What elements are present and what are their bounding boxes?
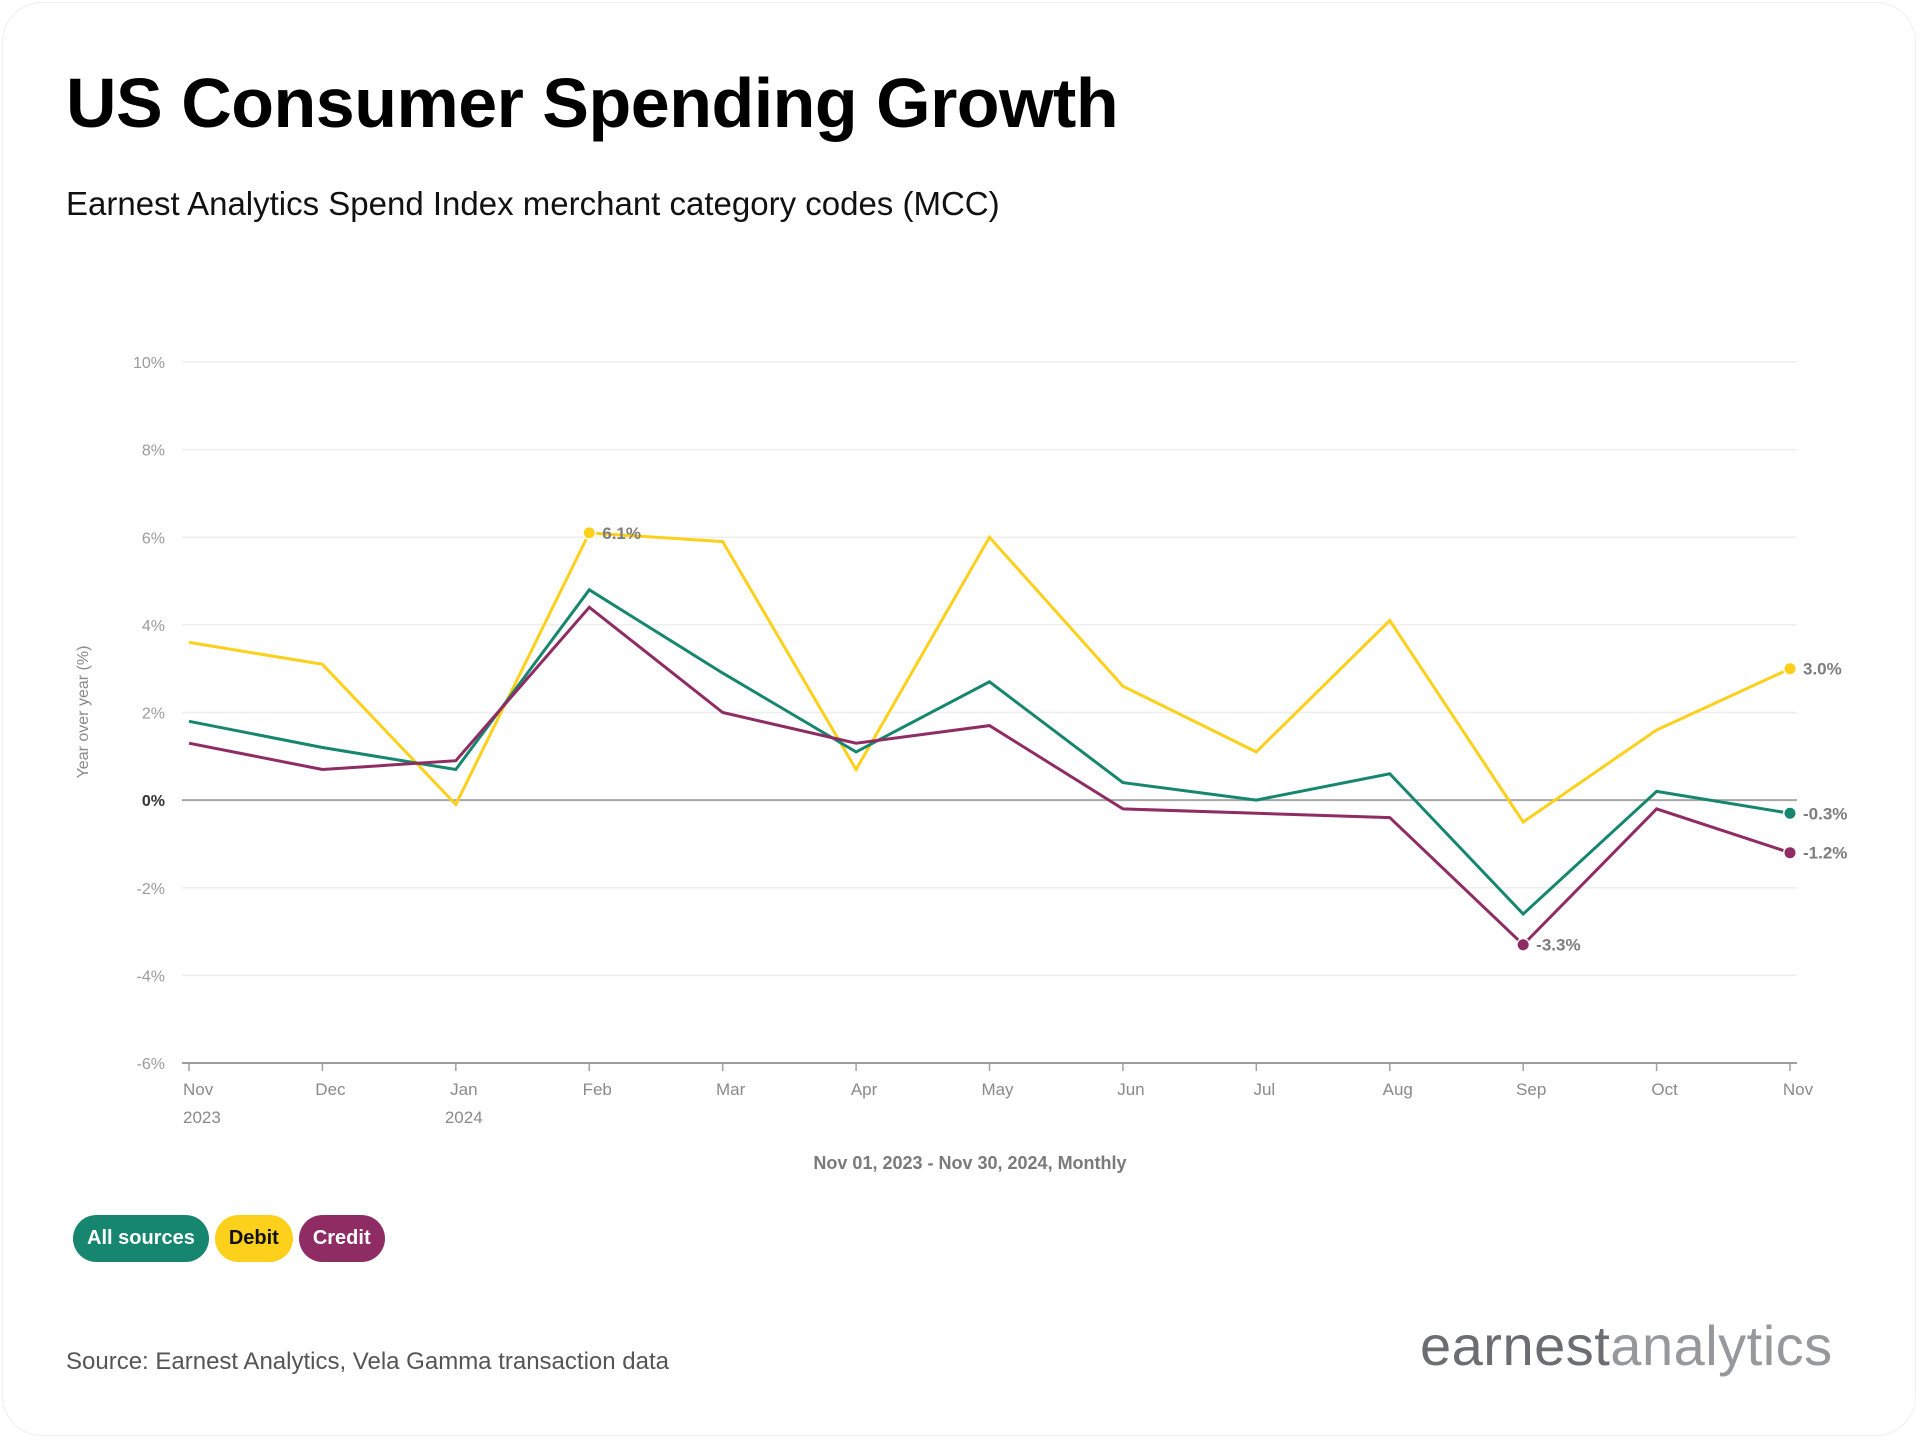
line-chart: 10% 8% 6% 4% 2% 0% -2% -4% -6% Nov 2023 Dec Jan 2024…	[75, 355, 1847, 1173]
legend-label: Debit	[228, 1227, 279, 1249]
y-tick-label: -6%	[137, 1056, 165, 1073]
annotation-label: 6.1%	[602, 524, 641, 543]
brand-logo: earnestanalytics	[1420, 1318, 1833, 1374]
x-tick-label: Aug	[1383, 1080, 1413, 1099]
x-tick-label: Nov	[1783, 1080, 1814, 1099]
x-tick-sublabel: 2024	[445, 1108, 483, 1127]
y-axis-ticks: 10% 8% 6% 4% 2% 0% -2% -4% -6%	[133, 355, 165, 1073]
x-tick-label: Feb	[583, 1080, 612, 1099]
y-tick-label: 4%	[142, 618, 165, 635]
x-tick-label: Sep	[1516, 1080, 1546, 1099]
annotation-dot	[1784, 807, 1796, 819]
y-tick-label: 0%	[142, 793, 165, 810]
x-axis-caption: Nov 01, 2023 - Nov 30, 2024, Monthly	[813, 1153, 1126, 1173]
series-line-all-sources	[188, 587, 1791, 917]
annotation-dot	[1784, 847, 1796, 859]
annotation-label: -3.3%	[1536, 936, 1580, 955]
y-tick-label: -2%	[137, 881, 165, 898]
annotation-label: -0.3%	[1803, 804, 1847, 823]
x-tick-label: Apr	[851, 1080, 878, 1099]
x-tick-label: Jul	[1253, 1080, 1275, 1099]
y-tick-label: 6%	[142, 530, 165, 547]
annotations: 6.1% -3.3% 3.0% -0.3% -1.2%	[582, 524, 1847, 955]
x-axis: Nov 2023 Dec Jan 2024 Feb Mar Apr May Jun Jul Aug Se…	[182, 1062, 1814, 1127]
x-tick-label: Jun	[1117, 1080, 1144, 1099]
annotation-dot	[583, 527, 595, 539]
y-tick-label: -4%	[137, 968, 165, 985]
annotation-label: -1.2%	[1803, 844, 1847, 863]
annotation-label: 3.0%	[1803, 660, 1842, 679]
y-tick-label: 2%	[142, 706, 165, 723]
x-tick-label: Nov	[183, 1080, 214, 1099]
x-tick-label: May	[981, 1080, 1014, 1099]
annotation-dot	[1784, 663, 1796, 675]
page-subtitle: Earnest Analytics Spend Index merchant c…	[66, 185, 1000, 222]
page-title: US Consumer Spending Growth	[66, 64, 1119, 142]
x-tick-label: Jan	[450, 1080, 477, 1099]
source-note: Source: Earnest Analytics, Vela Gamma tr…	[66, 1348, 669, 1375]
legend-label: Credit	[312, 1227, 371, 1249]
legend-label: All sources	[87, 1227, 195, 1249]
series-lines	[188, 531, 1791, 947]
x-tick-label: Oct	[1651, 1080, 1678, 1099]
y-axis-title: Year over year (%)	[75, 646, 92, 779]
legend: All sources Debit Credit	[73, 1215, 385, 1262]
x-tick-label: Dec	[315, 1080, 346, 1099]
y-tick-label: 10%	[133, 355, 165, 372]
logo-word-analytics: analytics	[1610, 1314, 1833, 1377]
y-tick-label: 8%	[142, 443, 165, 460]
x-tick-sublabel: 2023	[183, 1108, 221, 1127]
legend-all-sources[interactable]: All sources	[73, 1215, 209, 1262]
series-line-debit	[188, 531, 1791, 825]
legend-credit[interactable]: Credit	[298, 1215, 385, 1262]
annotation-dot	[1517, 939, 1529, 951]
legend-debit[interactable]: Debit	[214, 1215, 293, 1262]
logo-word-earnest: earnest	[1420, 1314, 1611, 1377]
x-tick-label: Mar	[716, 1080, 746, 1099]
